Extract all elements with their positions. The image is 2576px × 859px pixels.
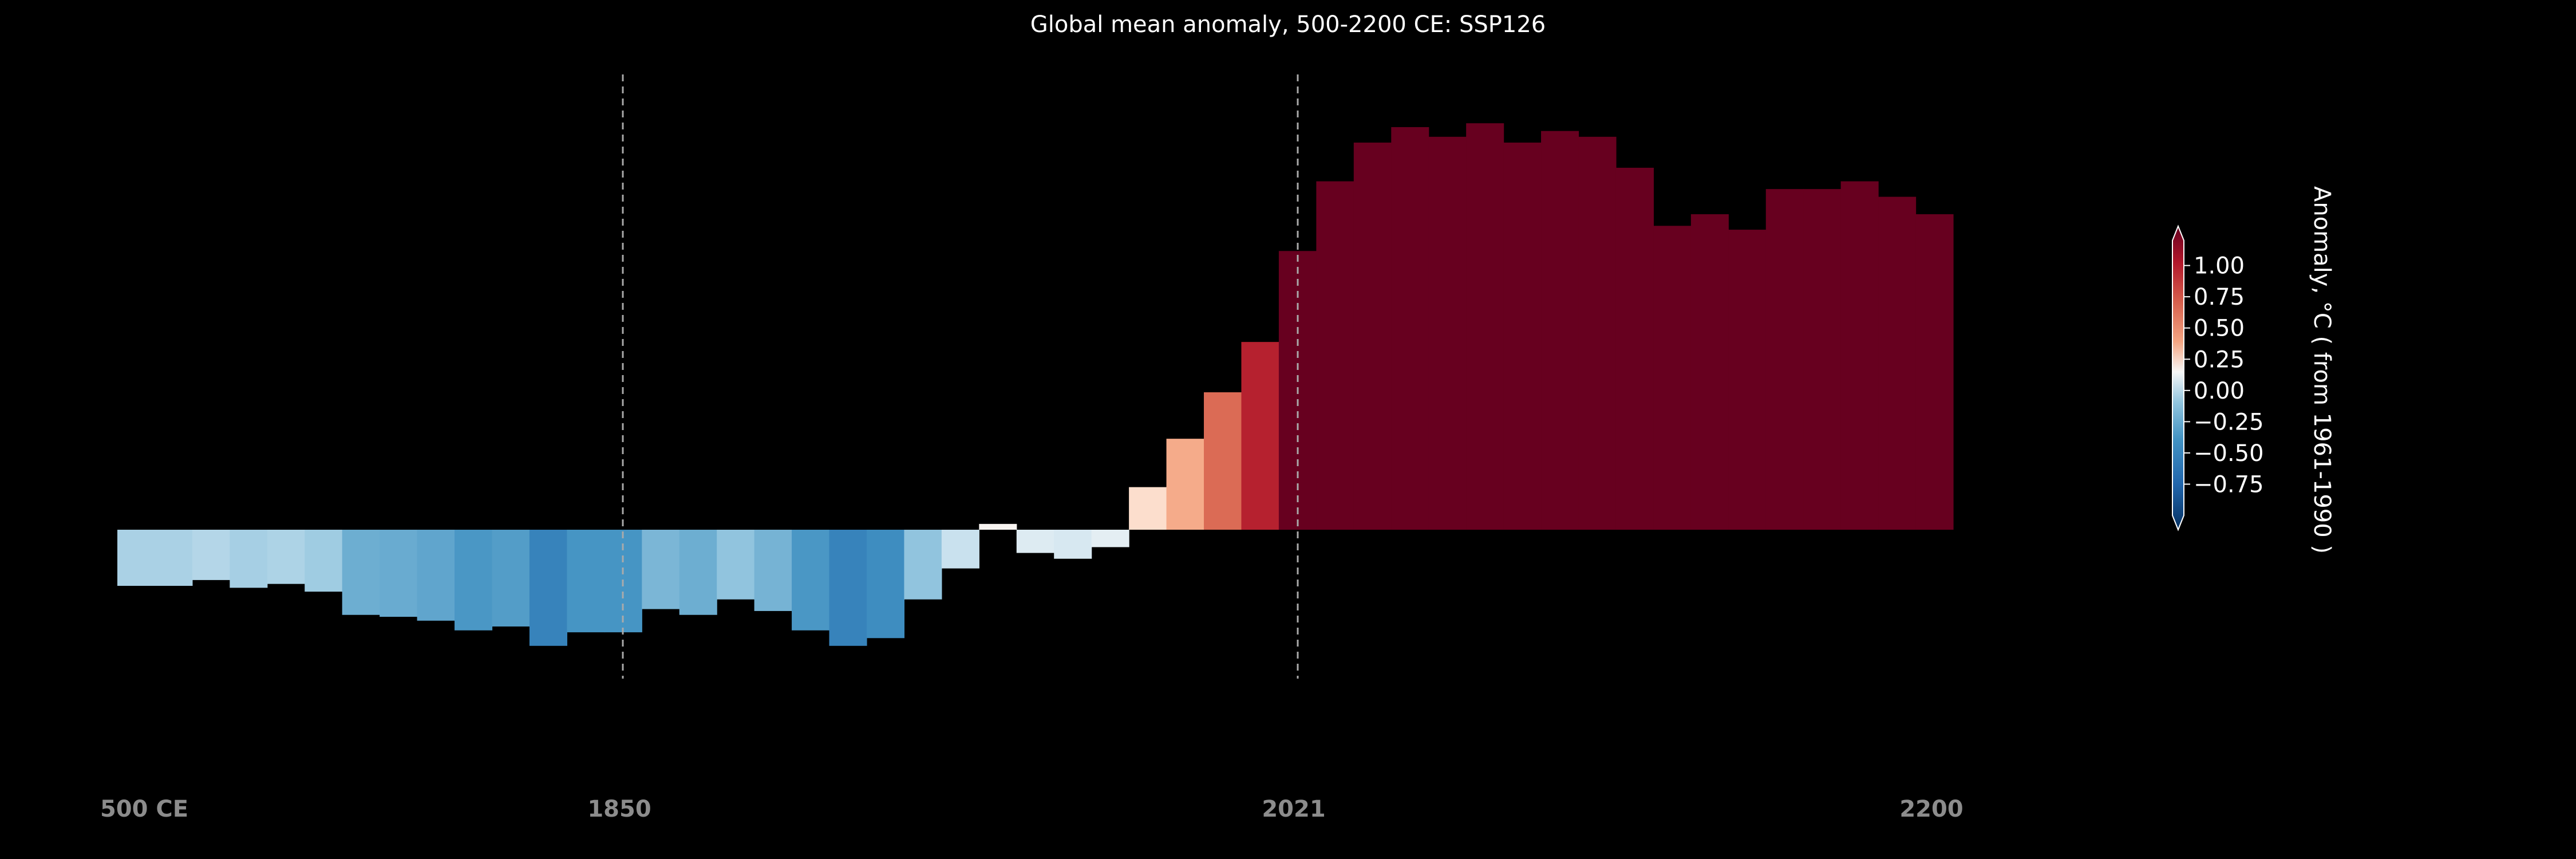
bar bbox=[754, 530, 792, 611]
bar bbox=[230, 530, 268, 588]
bar bbox=[1466, 123, 1504, 530]
bar bbox=[1840, 181, 1879, 530]
bar bbox=[1541, 131, 1579, 530]
bar bbox=[1878, 196, 1917, 530]
x-tick-500ce: 500 CE bbox=[100, 796, 188, 822]
colorbar-tick-label: 0.50 bbox=[2194, 316, 2245, 342]
bar bbox=[1728, 230, 1767, 530]
bar bbox=[1353, 143, 1392, 530]
bar bbox=[267, 530, 305, 584]
bar bbox=[979, 523, 1017, 530]
bar bbox=[1803, 189, 1842, 530]
x-tick-2021: 2021 bbox=[1262, 796, 1325, 822]
colorbar-tick-label: 0.25 bbox=[2194, 346, 2245, 373]
bar bbox=[1690, 214, 1729, 530]
colorbar-tick-label: −0.25 bbox=[2194, 409, 2264, 435]
bar bbox=[1765, 189, 1804, 530]
bar bbox=[455, 530, 493, 631]
bar bbox=[567, 530, 605, 633]
bar bbox=[792, 530, 830, 631]
bar-group bbox=[117, 123, 1954, 646]
colorbar-tick-label: 0.00 bbox=[2194, 378, 2245, 404]
colorbar-label: Anomaly, °C ( from 1961-1990 ) bbox=[2309, 186, 2335, 554]
colorbar-tick-label: −0.50 bbox=[2194, 440, 2264, 467]
bar bbox=[866, 530, 905, 639]
colorbar-tick-label: 0.75 bbox=[2194, 284, 2245, 310]
bar bbox=[1915, 214, 1954, 530]
colorbar-tick-label: 1.00 bbox=[2194, 253, 2245, 279]
bar bbox=[679, 530, 717, 615]
colorbar bbox=[2172, 224, 2184, 531]
bar bbox=[1129, 487, 1167, 530]
bar bbox=[1503, 143, 1542, 530]
chart-title: Global mean anomaly, 500-2200 CE: SSP126 bbox=[1030, 11, 1546, 38]
bar bbox=[342, 530, 380, 615]
bar bbox=[1615, 167, 1654, 530]
bar bbox=[529, 530, 567, 646]
bar bbox=[305, 530, 343, 592]
bar bbox=[717, 530, 755, 600]
bar bbox=[904, 530, 942, 600]
bar bbox=[192, 530, 230, 580]
colorbar-tick-label: −0.75 bbox=[2194, 471, 2264, 498]
bar bbox=[492, 530, 530, 626]
bar bbox=[1166, 439, 1204, 530]
bar bbox=[1016, 530, 1054, 553]
bar bbox=[1428, 136, 1467, 530]
bar bbox=[941, 530, 979, 569]
bar bbox=[1653, 226, 1692, 530]
bar bbox=[1578, 136, 1617, 530]
x-tick-2200: 2200 bbox=[1899, 796, 1963, 822]
bar bbox=[1316, 181, 1354, 530]
colorbar-ticks: 1.00 0.75 0.50 0.25 0.00 −0.25 −0.50 −0.75 bbox=[2184, 253, 2264, 498]
bar bbox=[1241, 342, 1279, 530]
bar bbox=[417, 530, 455, 621]
bar bbox=[380, 530, 418, 617]
bar bbox=[642, 530, 680, 609]
bar bbox=[155, 530, 193, 586]
bar bbox=[1204, 392, 1242, 530]
bar bbox=[1391, 127, 1429, 530]
bar bbox=[117, 530, 156, 586]
bar bbox=[829, 530, 867, 646]
bar bbox=[1091, 530, 1129, 547]
x-tick-1850: 1850 bbox=[587, 796, 651, 822]
bar bbox=[1054, 530, 1092, 559]
